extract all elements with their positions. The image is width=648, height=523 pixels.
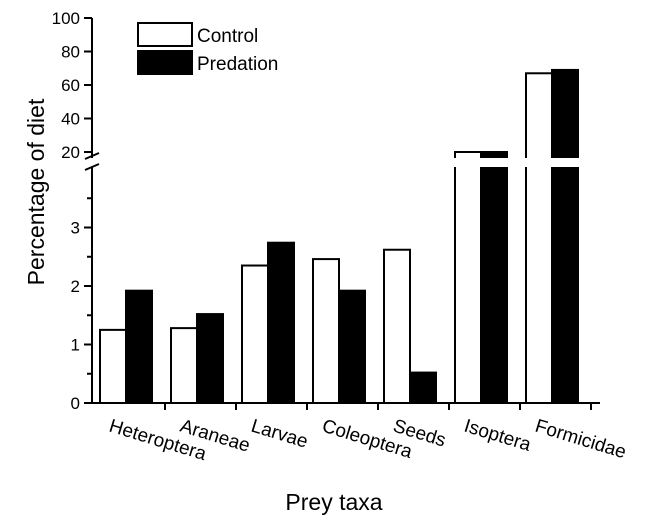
legend-label-predation: Predation: [197, 54, 278, 75]
category-label-isoptera: Isoptera: [462, 416, 534, 456]
bar-predation-isoptera: [480, 151, 508, 404]
bar-control-coleoptera: [312, 258, 340, 404]
legend-label-control: Control: [197, 26, 258, 47]
bar-predation-araneae: [196, 313, 224, 404]
axis-break-band: [86, 158, 646, 167]
x-axis-title: Prey taxa: [285, 489, 382, 515]
bar-predation-formicidae: [551, 68, 579, 405]
legend-swatch-predation: [137, 50, 193, 75]
y-tick-label-2: 2: [71, 277, 80, 296]
axis-break-mark-top: [84, 152, 100, 160]
axes-layer: [84, 17, 600, 410]
bar-control-heteroptera: [99, 328, 127, 404]
bars-layer: [86, 68, 646, 405]
y-tick-label-60: 60: [61, 76, 80, 95]
bar-predation-heteroptera: [125, 289, 153, 404]
bar-control-isoptera: [454, 151, 482, 404]
legend: Control Predation: [137, 22, 278, 75]
y-tick-label-100: 100: [52, 9, 80, 28]
bar-control-larvae: [241, 264, 269, 404]
y-tick-label-40: 40: [61, 110, 80, 129]
bar-control-araneae: [170, 327, 198, 404]
category-label-formicidae: Formicidae: [533, 416, 629, 464]
bar-control-seeds: [383, 248, 411, 404]
category-label-larvae: Larvae: [249, 416, 311, 453]
y-tick-label-1: 1: [71, 336, 80, 355]
axis-break-mark-bottom: [84, 163, 100, 171]
y-tick-label-0: 0: [71, 394, 80, 413]
y-tick-label-20: 20: [61, 143, 80, 162]
bar-predation-larvae: [267, 241, 295, 404]
legend-swatch-control: [137, 22, 193, 47]
y-tick-label-80: 80: [61, 43, 80, 62]
y-axis-title: Percentage of diet: [23, 98, 49, 285]
bar-predation-coleoptera: [338, 289, 366, 404]
tick-labels-layer: 20 40 60 80 100 0 1 2 3: [52, 9, 80, 413]
y-tick-label-3: 3: [71, 219, 80, 238]
bar-control-formicidae: [525, 72, 553, 405]
bar-predation-seeds: [409, 371, 437, 404]
